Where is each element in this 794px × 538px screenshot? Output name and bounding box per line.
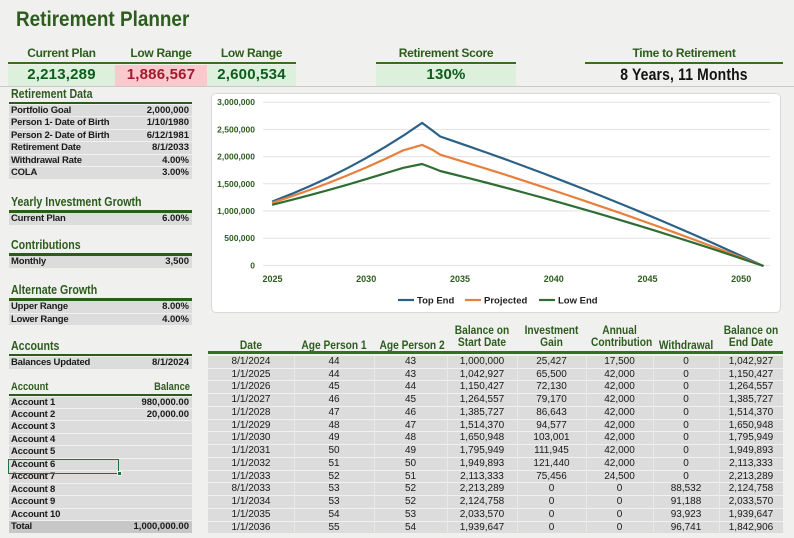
svg-text:2,500,000: 2,500,000: [217, 124, 255, 134]
svg-text:500,000: 500,000: [224, 233, 255, 243]
svg-text:2030: 2030: [356, 274, 376, 284]
svg-text:2,000,000: 2,000,000: [217, 152, 255, 162]
svg-text:1,500,000: 1,500,000: [217, 179, 255, 189]
svg-text:2045: 2045: [637, 274, 657, 284]
svg-text:1,000,000: 1,000,000: [217, 206, 255, 216]
svg-text:Low End: Low End: [558, 296, 598, 307]
svg-text:2040: 2040: [544, 274, 564, 284]
svg-text:3,000,000: 3,000,000: [217, 97, 255, 107]
svg-text:2025: 2025: [262, 274, 282, 284]
svg-text:0: 0: [250, 260, 255, 270]
svg-text:2050: 2050: [731, 274, 751, 284]
svg-text:Projected: Projected: [484, 296, 527, 307]
svg-text:2035: 2035: [450, 274, 470, 284]
svg-text:Top End: Top End: [417, 296, 454, 307]
